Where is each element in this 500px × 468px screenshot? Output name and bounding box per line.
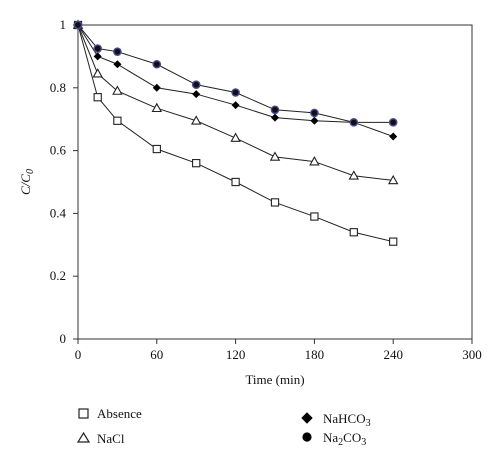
point-nahco3 [93, 52, 102, 61]
legend-label-absence: Absence [97, 406, 142, 421]
legend-marker-na2co3 [302, 432, 312, 442]
point-nacl [151, 102, 163, 113]
point-na2co3 [113, 47, 122, 56]
series-line-na2co3 [77, 24, 394, 123]
point-na2co3 [231, 88, 240, 97]
point-absence [231, 177, 240, 187]
plot-frame [77, 24, 473, 340]
point-absence [192, 159, 201, 168]
point-absence [152, 144, 161, 154]
point-nacl [190, 115, 202, 125]
x-tick-label: 240 [383, 347, 403, 362]
y-axis-label: C/C0 [18, 169, 36, 195]
y-tick-label: 0.8 [50, 80, 66, 95]
point-nahco3 [389, 132, 398, 141]
point-na2co3 [191, 80, 201, 89]
series-line-nahco3 [77, 24, 394, 137]
legend: Absence NaCl NaHCO3 Na2CO3 [76, 406, 371, 448]
x-axis-label: Time (min) [245, 372, 304, 387]
x-tick-label: 0 [75, 347, 82, 362]
legend-marker-nacl [76, 431, 91, 443]
legend-label-na2co3: Na2CO3 [323, 430, 366, 448]
point-absence [93, 93, 102, 102]
point-absence [270, 198, 280, 207]
legend-marker-nahco3 [301, 412, 313, 424]
point-na2co3 [93, 44, 102, 53]
point-nahco3 [152, 83, 161, 92]
point-absence [113, 116, 122, 125]
point-nacl [92, 68, 103, 78]
axes: 0 60 120 180 240 300 0 0.2 0.4 0.6 0.8 1 Time (min) C… [18, 17, 482, 387]
x-tick-label: 60 [150, 347, 163, 362]
point-na2co3 [310, 108, 319, 118]
point-nahco3 [113, 60, 122, 69]
point-na2co3 [270, 105, 280, 115]
series-layer [72, 19, 399, 246]
point-nahco3 [231, 101, 240, 110]
x-tick-label: 180 [305, 347, 325, 362]
point-nahco3 [271, 113, 279, 122]
series-line-absence [77, 24, 394, 243]
point-na2co3 [152, 59, 162, 69]
point-nacl [269, 151, 281, 161]
x-tick-label: 120 [226, 347, 246, 362]
y-tick-label: 0.4 [50, 205, 67, 220]
point-nacl [112, 85, 123, 95]
x-tick-label: 300 [462, 347, 482, 362]
point-nacl [387, 174, 399, 185]
point-nahco3 [310, 116, 319, 125]
point-absence [389, 237, 398, 246]
series-line-nacl [77, 24, 394, 181]
point-na2co3 [388, 118, 398, 127]
point-nacl [348, 170, 360, 180]
point-na2co3 [73, 20, 83, 30]
legend-label-nacl: NaCl [97, 431, 125, 446]
point-nahco3 [192, 90, 201, 99]
legend-label-nahco3: NaHCO3 [323, 411, 371, 429]
point-absence [349, 228, 358, 237]
y-tick-label: 0.6 [50, 143, 67, 158]
y-tick-label: 0 [60, 331, 67, 346]
y-tick-label: 1 [60, 17, 67, 32]
point-absence [310, 212, 319, 221]
point-na2co3 [349, 118, 359, 127]
legend-marker-absence [78, 408, 89, 419]
point-nacl [309, 156, 320, 166]
point-nacl [230, 132, 241, 142]
y-tick-label: 0.2 [50, 268, 66, 283]
